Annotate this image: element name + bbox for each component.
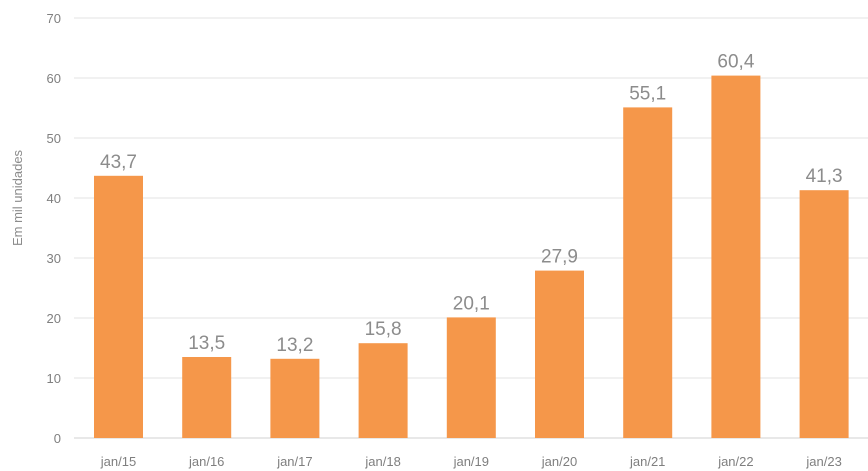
y-tick-label: 60	[47, 71, 61, 86]
data-label: 13,5	[188, 333, 225, 354]
bar-jan-16	[182, 357, 232, 438]
bar-jan-15	[94, 175, 143, 439]
x-tick-label: jan/18	[364, 454, 400, 469]
data-label: 13,2	[276, 335, 313, 356]
data-label: 20,1	[453, 293, 490, 314]
bar-jan-20	[535, 270, 584, 438]
x-tick-label: jan/15	[100, 454, 136, 469]
data-label: 15,8	[365, 319, 402, 340]
x-axis-ticks: jan/15 jan/16 jan/17 jan/18 jan/19 jan/20 jan/…	[100, 454, 842, 469]
x-tick-label: jan/23	[805, 454, 841, 469]
x-tick-label: jan/19	[453, 454, 489, 469]
x-tick-label: jan/16	[188, 454, 224, 469]
x-tick-label: jan/22	[717, 454, 753, 469]
bar-jan-18	[358, 343, 408, 438]
bar-jan-19	[446, 317, 496, 438]
x-tick-label: jan/21	[629, 454, 665, 469]
data-label: 41,3	[806, 166, 843, 187]
bar-jan-22	[711, 75, 761, 438]
y-tick-label: 10	[47, 371, 61, 386]
bar-jan-23	[799, 190, 849, 438]
y-tick-label: 30	[47, 251, 61, 266]
y-tick-label: 0	[54, 431, 61, 446]
y-tick-label: 20	[47, 311, 61, 326]
y-tick-label: 70	[47, 11, 61, 26]
x-tick-label: jan/17	[276, 454, 312, 469]
data-labels: 43,7 13,5 13,2 15,8 20,1 27,9 55,1 60,4 41,3	[100, 52, 843, 356]
data-label: 60,4	[717, 52, 754, 73]
bar-jan-17	[270, 358, 320, 438]
bars	[94, 75, 849, 439]
y-axis-ticks: 0 10 20 30 40 50 60 70	[47, 11, 61, 446]
bar-jan-21	[623, 107, 673, 439]
x-tick-label: jan/20	[541, 454, 577, 469]
y-tick-label: 40	[47, 191, 61, 206]
data-label: 43,7	[100, 152, 137, 173]
y-tick-label: 50	[47, 131, 61, 146]
data-label: 55,1	[629, 83, 666, 104]
y-axis-title: Em mil unidades	[10, 149, 25, 246]
data-label: 27,9	[541, 247, 578, 268]
